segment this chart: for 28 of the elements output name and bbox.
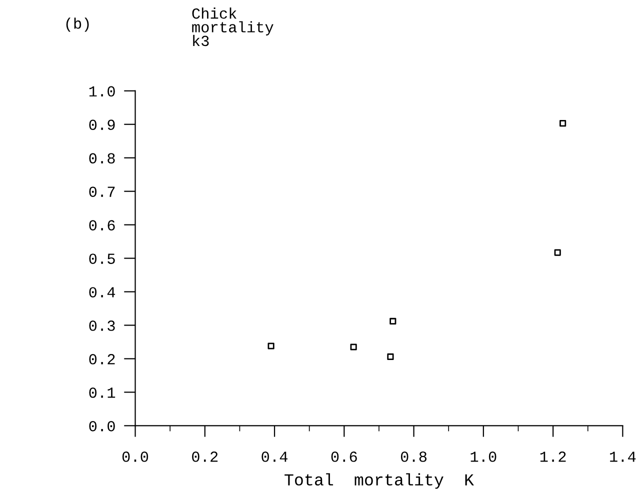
x-tick-label: 0.6 bbox=[331, 452, 357, 462]
y-tick-label: 1.0 bbox=[89, 86, 115, 97]
text: (b) bbox=[66, 18, 89, 32]
point bbox=[387, 353, 394, 360]
y-tick-label: 0.4 bbox=[89, 287, 116, 298]
point bbox=[350, 344, 357, 350]
point bbox=[554, 249, 561, 256]
y-tick-label: 0.2 bbox=[89, 354, 115, 364]
y-tick-label: 0.3 bbox=[89, 320, 115, 331]
y-tick-label: 0.7 bbox=[89, 186, 115, 197]
x-tick-label: 1.4 bbox=[610, 452, 636, 462]
x-tick-label: 0.2 bbox=[192, 452, 218, 462]
y-tick-label: 0.5 bbox=[89, 254, 115, 264]
x-tick-label: 0.4 bbox=[262, 452, 288, 462]
x-axis-title: Total mortality K bbox=[284, 473, 474, 489]
y-tick-label: 0.9 bbox=[89, 120, 115, 130]
y-tick-label: 0.0 bbox=[89, 421, 115, 432]
point bbox=[268, 342, 274, 350]
y-tick-label: 0.8 bbox=[89, 153, 115, 164]
y-tick-label: 0.6 bbox=[89, 220, 115, 230]
point bbox=[560, 120, 566, 127]
x-tick-label: 1.2 bbox=[540, 452, 566, 462]
x-tick-label: 1.0 bbox=[470, 452, 496, 462]
x-tick-label: 0.8 bbox=[400, 452, 427, 462]
point bbox=[390, 318, 396, 325]
y-tick-label: 0.1 bbox=[89, 388, 116, 398]
x-tick-label: 0.0 bbox=[122, 452, 148, 462]
y-axis-title: Chick mortality k3 bbox=[192, 8, 274, 46]
